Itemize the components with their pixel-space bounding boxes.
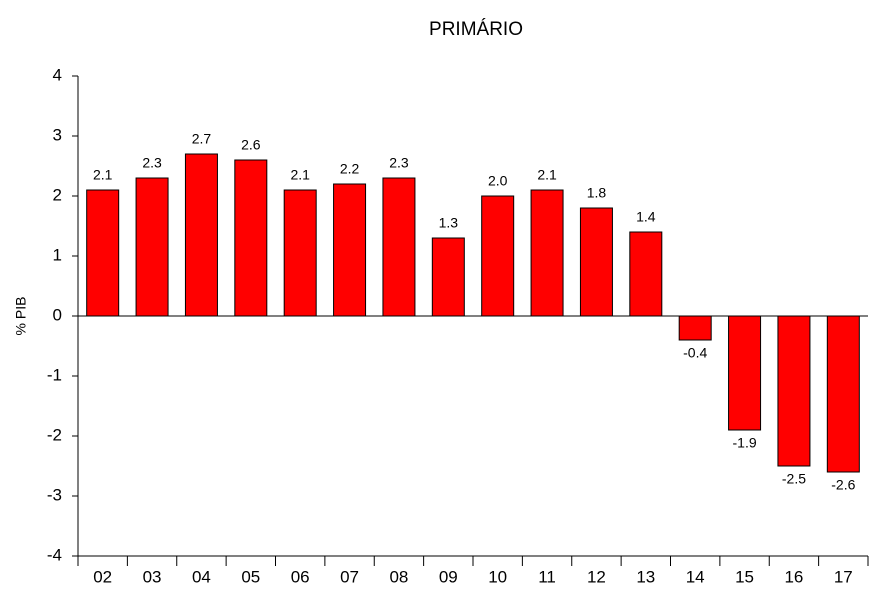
y-tick-label: 4 bbox=[53, 65, 62, 84]
bar bbox=[728, 315, 762, 431]
x-tick-label: 12 bbox=[587, 567, 606, 586]
bar bbox=[283, 189, 317, 317]
x-tick-label: 03 bbox=[143, 567, 162, 586]
value-label: 2.1 bbox=[537, 167, 557, 183]
x-tick-label: 13 bbox=[636, 567, 655, 586]
x-tick-label: 17 bbox=[834, 567, 853, 586]
value-label: 1.3 bbox=[439, 215, 459, 231]
value-label: -2.6 bbox=[831, 477, 855, 493]
bar bbox=[184, 153, 218, 317]
bar bbox=[382, 177, 416, 317]
bar bbox=[629, 231, 663, 317]
y-tick-label: -4 bbox=[47, 545, 62, 564]
x-tick-label: 02 bbox=[93, 567, 112, 586]
value-label: 2.1 bbox=[93, 167, 113, 183]
x-tick-label: 15 bbox=[735, 567, 754, 586]
bar bbox=[530, 189, 564, 317]
x-tick-label: 11 bbox=[538, 567, 556, 586]
x-tick-label: 10 bbox=[488, 567, 507, 586]
bar bbox=[135, 177, 169, 317]
bar bbox=[86, 189, 120, 317]
bar bbox=[579, 207, 613, 317]
x-tick-label: 09 bbox=[439, 567, 458, 586]
value-label: -0.4 bbox=[683, 345, 707, 361]
bar bbox=[234, 159, 268, 317]
value-label: 2.6 bbox=[241, 137, 261, 153]
y-axis-label: % PIB bbox=[13, 297, 29, 336]
value-label: 2.3 bbox=[142, 155, 162, 171]
y-tick-label: -3 bbox=[47, 485, 62, 504]
bar bbox=[333, 183, 367, 317]
x-tick-label: 16 bbox=[784, 567, 803, 586]
x-tick-label: 08 bbox=[389, 567, 408, 586]
y-tick-label: -1 bbox=[47, 365, 62, 384]
y-tick-label: 2 bbox=[53, 185, 62, 204]
y-tick-label: 3 bbox=[53, 125, 62, 144]
value-label: 2.3 bbox=[389, 155, 409, 171]
y-tick-label: 0 bbox=[53, 305, 62, 324]
x-tick-label: 05 bbox=[241, 567, 260, 586]
y-tick-label: 1 bbox=[53, 245, 62, 264]
bar bbox=[481, 195, 515, 317]
y-tick-label: -2 bbox=[47, 425, 62, 444]
value-label: 2.2 bbox=[340, 161, 360, 177]
chart-title: PRIMÁRIO bbox=[429, 19, 523, 40]
bar bbox=[777, 315, 811, 467]
x-tick-label: 06 bbox=[291, 567, 310, 586]
bar bbox=[431, 237, 465, 317]
value-label: -1.9 bbox=[733, 435, 757, 451]
value-label: 1.4 bbox=[636, 209, 656, 225]
value-label: 1.8 bbox=[587, 185, 607, 201]
value-label: 2.1 bbox=[290, 167, 310, 183]
bar bbox=[678, 315, 712, 341]
x-tick-label: 04 bbox=[192, 567, 211, 586]
value-label: 2.7 bbox=[192, 131, 212, 147]
value-label: 2.0 bbox=[488, 173, 508, 189]
value-label: -2.5 bbox=[782, 471, 806, 487]
x-tick-label: 14 bbox=[686, 567, 705, 586]
bar bbox=[826, 315, 860, 473]
x-tick-label: 07 bbox=[340, 567, 359, 586]
